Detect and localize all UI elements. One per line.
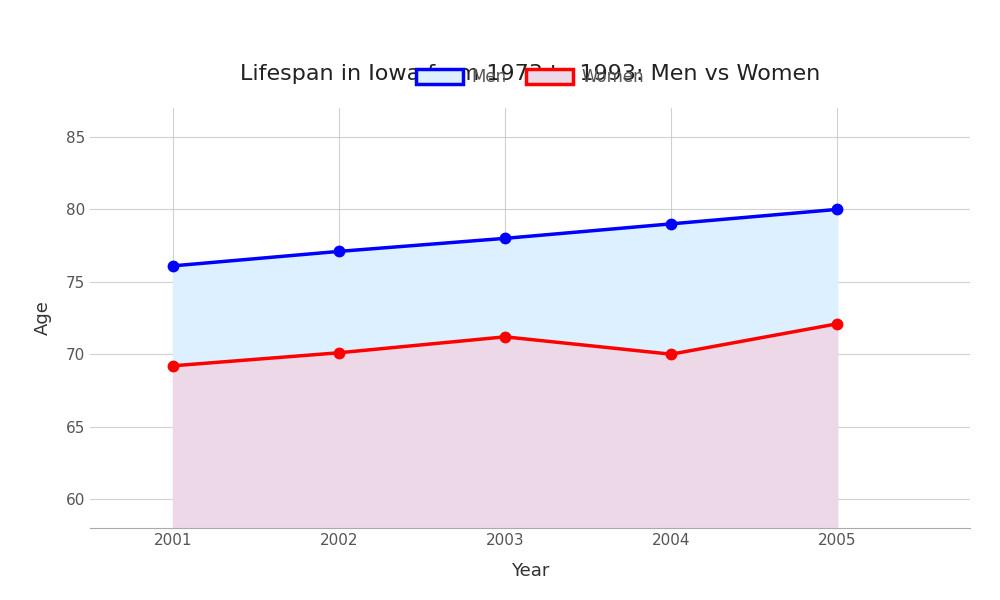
Y-axis label: Age: Age: [34, 301, 52, 335]
Title: Lifespan in Iowa from 1973 to 1993: Men vs Women: Lifespan in Iowa from 1973 to 1993: Men …: [240, 64, 820, 84]
Legend: Men, Women: Men, Women: [409, 62, 651, 93]
X-axis label: Year: Year: [511, 562, 549, 580]
